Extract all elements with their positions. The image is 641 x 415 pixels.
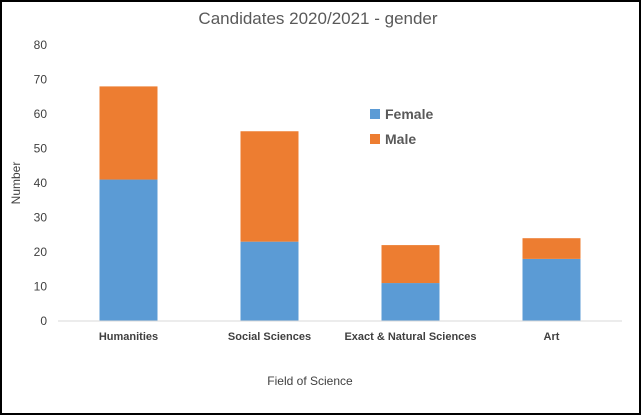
x-tick-label: Art bbox=[544, 331, 560, 343]
x-axis-labels: Humanities Social Sciences Exact & Natural… bbox=[99, 331, 560, 343]
y-tick-label: 20 bbox=[34, 245, 48, 259]
x-tick-label: Humanities bbox=[99, 331, 158, 343]
y-tick-label: 30 bbox=[34, 211, 48, 225]
bar-male bbox=[522, 238, 581, 259]
legend-swatch-female bbox=[370, 109, 380, 119]
y-tick-label: 70 bbox=[34, 73, 48, 87]
bar-female bbox=[522, 258, 581, 321]
bar-male bbox=[381, 245, 440, 284]
legend-label-male: Male bbox=[385, 131, 416, 147]
y-axis-ticks: 0 10 20 30 40 50 60 70 80 bbox=[34, 38, 48, 328]
y-tick-label: 0 bbox=[40, 314, 47, 328]
bar-male bbox=[240, 131, 299, 242]
bar-female bbox=[99, 179, 158, 321]
y-axis-title: Number bbox=[9, 162, 23, 205]
bar-female bbox=[381, 283, 440, 321]
y-tick-label: 50 bbox=[34, 142, 48, 156]
legend-swatch-male bbox=[370, 134, 380, 144]
y-tick-label: 60 bbox=[34, 107, 48, 121]
legend: Female Male bbox=[370, 106, 433, 147]
x-tick-label: Social Sciences bbox=[228, 331, 311, 343]
bar-female bbox=[240, 241, 299, 321]
legend-label-female: Female bbox=[385, 106, 433, 122]
bar-male bbox=[99, 86, 158, 180]
y-tick-label: 80 bbox=[34, 38, 48, 52]
chart-title: Candidates 2020/2021 - gender bbox=[198, 9, 437, 28]
x-axis-title: Field of Science bbox=[267, 374, 353, 388]
bars bbox=[99, 86, 581, 321]
x-tick-label: Exact & Natural Sciences bbox=[344, 331, 476, 343]
y-tick-label: 10 bbox=[34, 280, 48, 294]
y-tick-label: 40 bbox=[34, 176, 48, 190]
